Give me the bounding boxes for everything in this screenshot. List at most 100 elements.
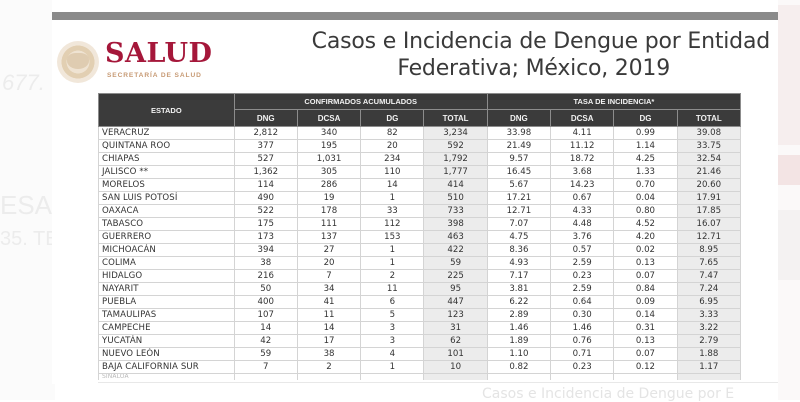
cell-tasa-dg: 0.31 [613, 321, 678, 335]
cell-tasa-dcsa: 0.23 [550, 360, 615, 374]
cell-estado: VERACRUZ [98, 126, 235, 140]
cell-confirmados-dcsa: 137 [296, 230, 362, 244]
cell-confirmados-dg: 1 [360, 191, 425, 205]
cell-tasa-dng: 9.57 [486, 152, 552, 166]
cell-tasa-dg: 1.33 [613, 165, 678, 179]
top-divider-bar [52, 12, 778, 20]
table-row: CAMPECHE 14 14 3 31 1.46 1.46 0.31 3.22 [98, 321, 742, 335]
cell-tasa-total: 12.71 [676, 230, 742, 244]
cell-tasa-dcsa: 0.30 [550, 308, 615, 322]
cell-confirmados-dcsa: 178 [296, 204, 362, 218]
cell-tasa-total: 8.95 [676, 243, 742, 257]
cell-confirmados-total: 10 [423, 360, 488, 374]
cell-confirmados-total: 1,792 [423, 152, 488, 166]
cell-tasa-dng: 12.71 [486, 204, 552, 218]
cell-confirmados-dg: 1 [360, 256, 425, 270]
cell-tasa-dng: 4.75 [486, 230, 552, 244]
coat-of-arms-icon [57, 41, 99, 83]
cell-estado: SAN LUIS POTOSÍ [98, 191, 235, 205]
cell-confirmados-dng: 114 [233, 178, 298, 192]
cell-tasa-dcsa: 14.23 [550, 178, 615, 192]
cell-tasa-total: 2.79 [676, 334, 742, 348]
cell-confirmados-dng: 400 [233, 295, 298, 309]
header-group-confirmados: CONFIRMADOS ACUMULADOS [233, 93, 488, 110]
cell-confirmados-total: 101 [423, 347, 488, 361]
cell-confirmados-dcsa: 41 [296, 295, 362, 309]
cell-tasa-dcsa [550, 373, 615, 380]
cell-confirmados-dcsa: 340 [296, 126, 362, 140]
table-row: HIDALGO 216 7 2 225 7.17 0.23 0.07 7.47 [98, 269, 742, 283]
background-ghost-left: 677. ESA 35. TE [0, 0, 59, 400]
cell-confirmados-dcsa: 11 [296, 308, 362, 322]
cell-confirmados-dcsa: 2 [296, 360, 362, 374]
cell-confirmados-dng: 2,812 [233, 126, 298, 140]
cell-tasa-total: 7.24 [676, 282, 742, 296]
cell-confirmados-dng: 38 [233, 256, 298, 270]
cell-confirmados-total: 62 [423, 334, 488, 348]
cell-tasa-total: 1.88 [676, 347, 742, 361]
logo-name: SALUD [105, 38, 213, 69]
cell-confirmados-total: 447 [423, 295, 488, 309]
cell-estado: CAMPECHE [98, 321, 235, 335]
cell-confirmados-dg: 1 [360, 243, 425, 257]
cell-confirmados-total: 510 [423, 191, 488, 205]
table-row: PUEBLA 400 41 6 447 6.22 0.64 0.09 6.95 [98, 295, 742, 309]
cell-tasa-dcsa: 3.68 [550, 165, 615, 179]
cell-confirmados-dg: 33 [360, 204, 425, 218]
ghost-text: ESA [0, 190, 53, 220]
cell-tasa-dng: 16.45 [486, 165, 552, 179]
cell-tasa-dcsa: 1.46 [550, 321, 615, 335]
table-row: GUERRERO 173 137 153 463 4.75 3.76 4.20 12.71 [98, 230, 742, 244]
cell-tasa-dcsa: 18.72 [550, 152, 615, 166]
cell-confirmados-dg: 14 [360, 178, 425, 192]
header-group-tasa: TASA DE INCIDENCIA* [486, 93, 742, 110]
header-col-confirmados-total: TOTAL [423, 109, 488, 127]
table-row: YUCATÁN 42 17 3 62 1.89 0.76 0.13 2.79 [98, 334, 742, 348]
cell-confirmados-dcsa: 17 [296, 334, 362, 348]
cell-confirmados-dg: 82 [360, 126, 425, 140]
cell-confirmados-dcsa: 111 [296, 217, 362, 231]
cell-tasa-dg [613, 373, 678, 380]
cell-tasa-dcsa: 0.76 [550, 334, 615, 348]
cell-tasa-dng: 0.82 [486, 360, 552, 374]
cell-estado: TABASCO [98, 217, 235, 231]
cell-tasa-dcsa: 2.59 [550, 256, 615, 270]
cell-tasa-dcsa: 4.48 [550, 217, 615, 231]
table-row: CHIAPAS 527 1,031 234 1,792 9.57 18.72 4.25 32.5… [98, 152, 742, 166]
cell-tasa-dcsa: 3.76 [550, 230, 615, 244]
cell-tasa-total: 6.95 [676, 295, 742, 309]
cell-tasa-dng: 2.89 [486, 308, 552, 322]
cell-confirmados-dcsa [296, 373, 362, 380]
cell-tasa-total: 21.46 [676, 165, 742, 179]
cell-confirmados-dng: 527 [233, 152, 298, 166]
cell-confirmados-dng: 1,362 [233, 165, 298, 179]
header-col-tasa-dg: DG [613, 109, 678, 127]
cell-tasa-dcsa: 11.12 [550, 139, 615, 153]
table-row: NUEVO LEÓN 59 38 4 101 1.10 0.71 0.07 1.88 [98, 347, 742, 361]
cell-tasa-dg: 0.80 [613, 204, 678, 218]
cell-confirmados-dng: 394 [233, 243, 298, 257]
cell-confirmados-dg: 11 [360, 282, 425, 296]
table-row: COLIMA 38 20 1 59 4.93 2.59 0.13 7.65 [98, 256, 742, 270]
cell-confirmados-dg: 234 [360, 152, 425, 166]
header-col-tasa-dng: DNG [486, 109, 552, 127]
cell-confirmados-total: 123 [423, 308, 488, 322]
cell-estado: YUCATÁN [98, 334, 235, 348]
cell-tasa-dg: 4.52 [613, 217, 678, 231]
table-row: NAYARIT 50 34 11 95 3.81 2.59 0.84 7.24 [98, 282, 742, 296]
cell-tasa-dcsa: 0.23 [550, 269, 615, 283]
cell-confirmados-total: 225 [423, 269, 488, 283]
cell-tasa-dg: 4.20 [613, 230, 678, 244]
cell-tasa-total: 32.54 [676, 152, 742, 166]
header-col-tasa-dcsa: DCSA [550, 109, 615, 127]
cell-tasa-dg: 0.09 [613, 295, 678, 309]
cell-confirmados-dng: 522 [233, 204, 298, 218]
cell-confirmados-total: 59 [423, 256, 488, 270]
cell-confirmados-total: 592 [423, 139, 488, 153]
table-row: TABASCO 175 111 112 398 7.07 4.48 4.52 16.07 [98, 217, 742, 231]
cell-confirmados-dng: 7 [233, 360, 298, 374]
cell-tasa-dg: 0.84 [613, 282, 678, 296]
cell-tasa-dg: 0.13 [613, 256, 678, 270]
slide-bottom-edge [98, 382, 778, 383]
header-col-confirmados-dng: DNG [233, 109, 298, 127]
